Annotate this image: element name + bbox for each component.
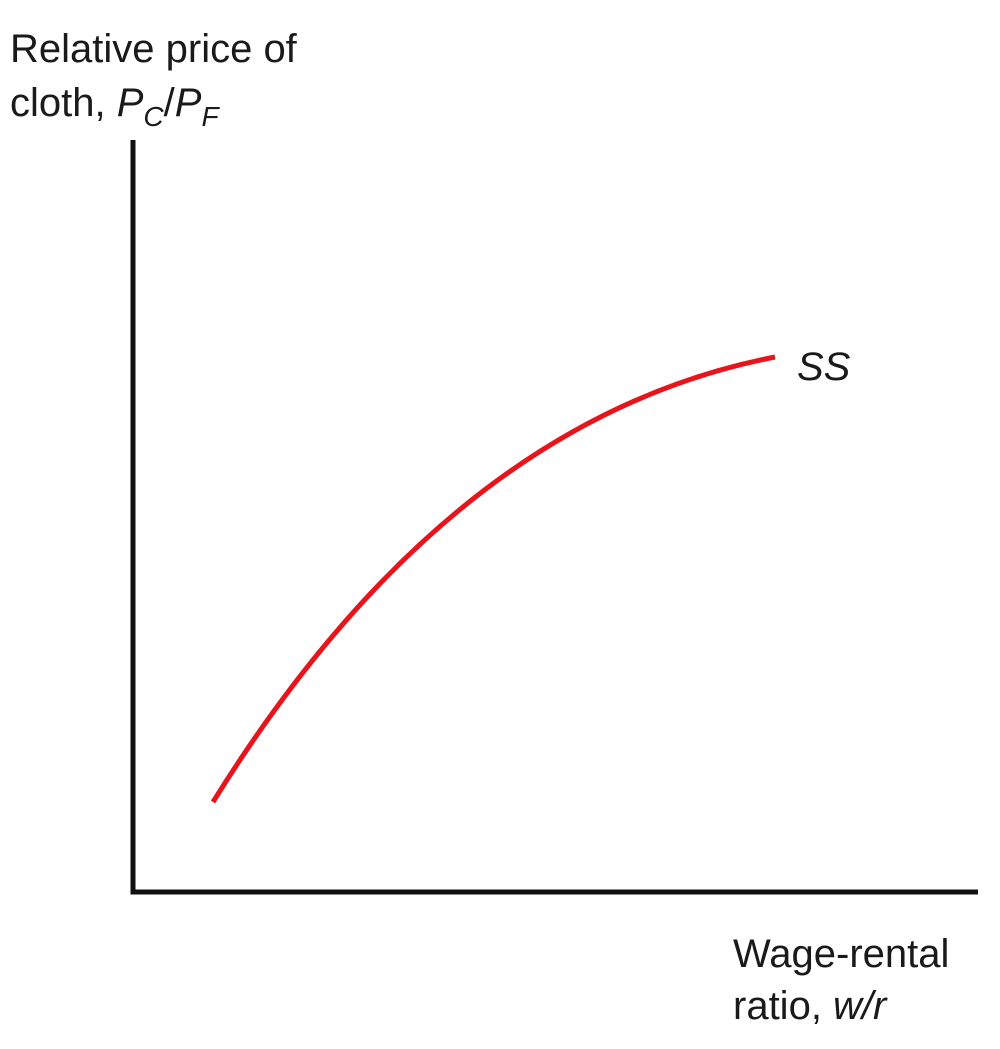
- x-axis-label-line1: Wage-rental: [733, 932, 950, 976]
- y-axis-sub1: C: [143, 101, 164, 132]
- y-axis-label-line1: Relative price of: [10, 27, 297, 71]
- axes: [130, 140, 978, 895]
- y-axis-var1: P: [116, 81, 144, 125]
- ss-curve-label: SS: [797, 345, 851, 389]
- x-axis-label-prefix: ratio,: [733, 984, 834, 1028]
- y-axis-label-line2: cloth, PC/PF: [10, 76, 297, 132]
- y-axis-var2: P: [174, 81, 202, 125]
- ss-curve: [210, 354, 776, 804]
- x-axis-label: Wage-rental ratio, w/r: [733, 928, 949, 1032]
- y-axis-sub2: F: [201, 101, 219, 132]
- y-axis-label-prefix: cloth,: [10, 81, 117, 125]
- x-axis-var: w/r: [833, 984, 887, 1028]
- y-axis-label: Relative price of cloth, PC/PF: [10, 22, 297, 132]
- x-axis-label-line2: ratio, w/r: [733, 980, 949, 1032]
- y-axis-separator: /: [163, 81, 175, 125]
